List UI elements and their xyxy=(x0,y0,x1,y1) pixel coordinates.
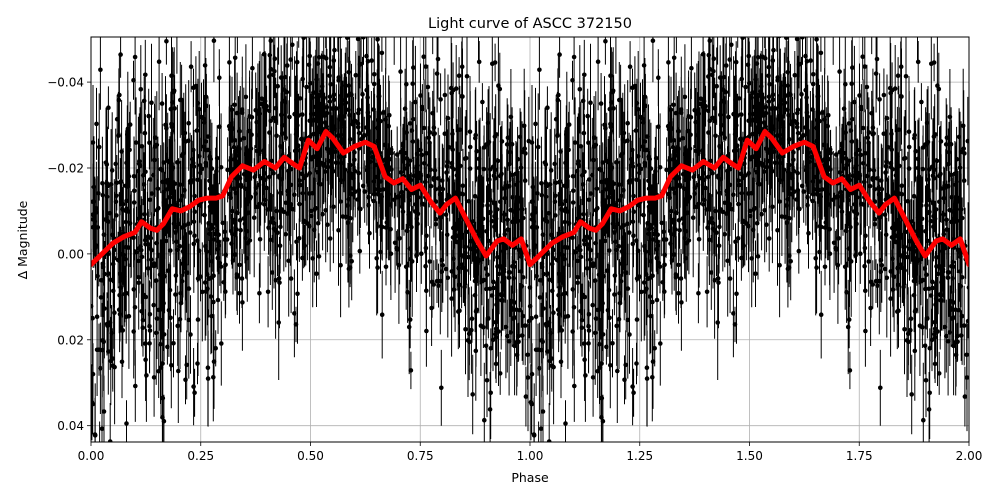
x-tick-label: 0.25 xyxy=(187,449,214,463)
y-tick-label: 0.02 xyxy=(57,333,84,347)
model-curve xyxy=(91,129,969,268)
y-tick-label: 0.00 xyxy=(57,247,84,261)
y-tick-label: −0.04 xyxy=(47,76,84,90)
chart-title: Light curve of ASCC 372150 xyxy=(428,16,632,32)
x-axis-ticks: 0.00 0.25 0.50 0.75 1.00 1.25 1.50 1.75 2.00 xyxy=(78,442,983,463)
y-axis-ticks: −0.04 −0.02 0.00 0.02 0.04 xyxy=(47,76,91,433)
x-tick-label: 1.50 xyxy=(736,449,763,463)
x-tick-label: 1.75 xyxy=(846,449,873,463)
y-axis-label: Δ Magnitude xyxy=(15,200,30,279)
y-tick-label: 0.04 xyxy=(57,419,84,433)
x-tick-label: 0.50 xyxy=(297,449,324,463)
x-tick-label: 0.00 xyxy=(78,449,105,463)
x-tick-label: 0.75 xyxy=(407,449,434,463)
x-tick-label: 1.00 xyxy=(517,449,544,463)
x-axis-label: Phase xyxy=(511,470,549,485)
x-tick-label: 1.25 xyxy=(626,449,653,463)
x-tick-label: 2.00 xyxy=(956,449,983,463)
y-tick-label: −0.02 xyxy=(47,161,84,175)
